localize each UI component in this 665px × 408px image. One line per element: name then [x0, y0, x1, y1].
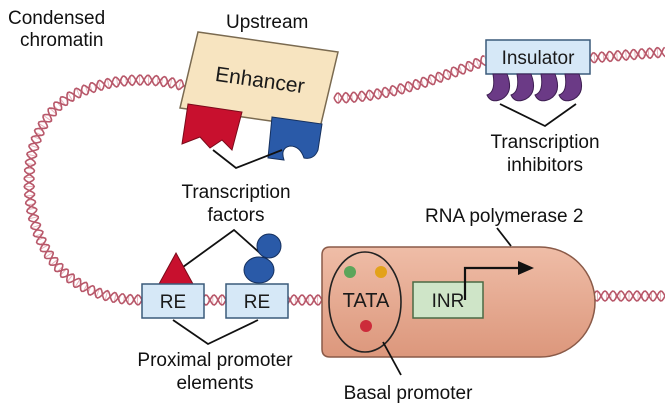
blue-bilobe-factor: [243, 233, 282, 284]
dna-base-pair: [30, 224, 41, 229]
dna-base-pair: [625, 50, 627, 61]
dna-strand-a: [589, 46, 665, 64]
dna-base-pair: [458, 65, 463, 74]
red-triangle-factor: [158, 251, 194, 285]
dna-base-pair: [475, 58, 480, 68]
dna-base-pair: [97, 80, 102, 91]
polymerase-pointer: [496, 227, 512, 247]
dna-segment: [287, 294, 323, 306]
condensed-chromatin-label-2: chromatin: [20, 30, 103, 51]
dna-strand-a: [287, 294, 323, 306]
transcription-factors-label-1: Transcription: [181, 182, 290, 203]
dna-base-pair: [75, 88, 81, 98]
enhancer-box: Enhancer: [179, 31, 339, 129]
transcription-inhibitors: [486, 73, 583, 102]
dna-base-pair: [49, 107, 57, 115]
dna-base-pair: [42, 114, 52, 122]
re-box-right: RE: [225, 283, 289, 319]
tata-label: TATA: [343, 290, 390, 312]
dna-base-pair: [377, 89, 381, 99]
dna-strand-b: [23, 74, 185, 306]
dna-base-pair: [104, 290, 109, 301]
dna-strand-b: [589, 46, 665, 63]
insulator-box: Insulator: [485, 39, 591, 75]
dna-base-pair: [593, 52, 596, 63]
transcription-factors-label-2: factors: [207, 205, 264, 226]
dna-base-pair: [169, 78, 173, 88]
dna-base-pair: [656, 47, 659, 58]
dna-base-pair: [407, 81, 412, 92]
dna-segment: [583, 290, 665, 302]
proximal-promoter-label-1: Proximal promoter: [137, 350, 293, 371]
dna-base-pair: [28, 216, 39, 220]
transcription-start-arrow: [463, 261, 534, 300]
dna-base-pair: [368, 90, 372, 101]
basal-promoter-label: Basal promoter: [344, 383, 474, 404]
dna-strand-a: [203, 294, 227, 306]
re-box-left: RE: [141, 283, 205, 319]
dna-base-pair: [44, 251, 54, 259]
red-dot: [360, 320, 372, 332]
dna-base-pair: [67, 92, 74, 102]
dna-base-pair: [115, 77, 119, 87]
proximal-connector: [172, 319, 259, 346]
dna-base-pair: [616, 51, 618, 61]
dna-base-pair: [399, 84, 403, 94]
dna-segment: [333, 55, 489, 104]
dna-base-pair: [26, 153, 37, 157]
transcription-inhibitors-label-1: Transcription: [490, 132, 599, 153]
dna-base-pair: [359, 91, 362, 102]
proximal-promoter-label-2: elements: [176, 373, 253, 394]
inr-box: INR: [412, 281, 484, 319]
inhibitor-connector: [499, 103, 577, 128]
upstream-label: Upstream: [226, 12, 308, 33]
dna-strand-b: [333, 57, 489, 104]
dna-base-pair: [40, 244, 49, 250]
dna-segment: [589, 46, 665, 64]
dna-base-pair: [95, 288, 100, 298]
dna-helix: [23, 46, 665, 306]
dna-base-pair: [446, 69, 451, 79]
dna-base-pair: [429, 75, 433, 85]
inr-label: INR: [432, 291, 465, 312]
basal-promoter-pointer: [382, 341, 402, 376]
transcription-inhibitors-label-2: inhibitors: [507, 155, 583, 176]
dna-base-pair: [466, 61, 472, 72]
dna-strand-b: [203, 294, 227, 306]
dna-strand-a: [583, 290, 665, 302]
red-transcription-factor: [181, 103, 243, 151]
blue-transcription-factor: [267, 116, 323, 161]
re-left-label: RE: [160, 292, 186, 313]
dna-base-pair: [113, 292, 117, 303]
dna-base-pair: [29, 144, 39, 149]
orange-dot: [375, 266, 387, 278]
condensed-chromatin-label-1: Condensed: [8, 8, 105, 29]
dna-segment: [203, 294, 227, 306]
dna-base-pair: [177, 79, 182, 90]
green-dot: [344, 266, 356, 278]
dna-base-pair: [38, 123, 47, 129]
dna-strand-b: [583, 290, 665, 302]
dna-strand-b: [287, 294, 323, 306]
dna-segment: [23, 74, 185, 306]
rna-polymerase-label: RNA polymerase 2: [425, 206, 583, 227]
insulator-label: Insulator: [502, 48, 576, 69]
tata-oval: [328, 251, 402, 353]
dna-strand-a: [333, 55, 485, 104]
dna-base-pair: [25, 194, 35, 197]
dna-base-pair: [634, 49, 636, 59]
dna-base-pair: [50, 258, 59, 266]
re-right-label: RE: [244, 292, 270, 313]
dna-base-pair: [74, 278, 81, 288]
dna-base-pair: [106, 78, 110, 89]
dna-base-pair: [437, 72, 442, 83]
dna-base-pair: [647, 48, 650, 58]
dna-base-pair: [66, 273, 74, 283]
